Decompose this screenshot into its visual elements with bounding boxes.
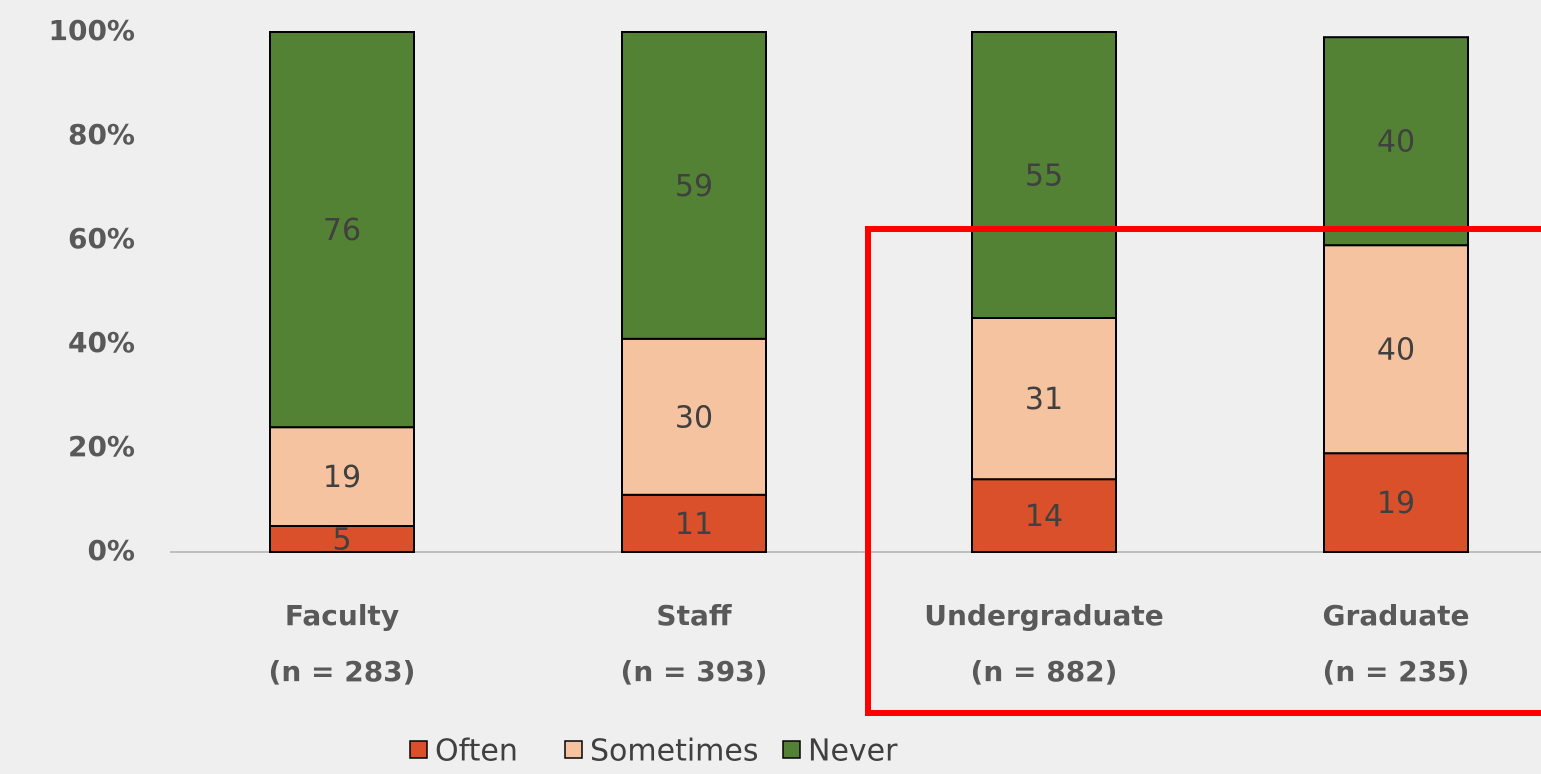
bar-segment	[1323, 36, 1469, 247]
data-label: 19	[1377, 486, 1415, 521]
y-tick-label: 100%	[48, 14, 135, 47]
data-label: 19	[323, 460, 361, 495]
data-label: 55	[1025, 159, 1063, 194]
x-tick-label: Undergraduate	[924, 599, 1164, 632]
highlight-box	[865, 226, 1541, 716]
x-tick-label: Faculty	[285, 599, 399, 632]
x-tick-label: Staff	[656, 599, 731, 632]
data-label: 31	[1025, 382, 1063, 417]
data-label: 59	[675, 169, 713, 204]
bar-segment	[971, 31, 1117, 319]
bar-segment	[621, 337, 767, 496]
x-tick-label: (n = 235)	[1323, 655, 1470, 688]
x-tick-label: (n = 283)	[269, 655, 416, 688]
data-label: 5	[332, 523, 351, 558]
bar-segment	[621, 493, 767, 553]
legend-swatch	[564, 740, 583, 759]
bar-segment	[621, 31, 767, 340]
legend-swatch	[409, 740, 428, 759]
bar-segment	[269, 426, 415, 528]
bar-segment	[971, 317, 1117, 481]
x-tick-label: (n = 882)	[971, 655, 1118, 688]
legend-swatch	[782, 740, 801, 759]
y-tick-label: 80%	[68, 118, 135, 151]
x-tick-label: Graduate	[1323, 599, 1470, 632]
bar-segment	[971, 478, 1117, 554]
legend-label: Often	[435, 734, 518, 769]
legend-label: Sometimes	[590, 734, 759, 769]
y-tick-label: 60%	[68, 222, 135, 255]
data-label: 40	[1377, 333, 1415, 368]
bar-segment	[269, 525, 415, 553]
legend-label: Never	[808, 734, 898, 769]
data-label: 40	[1377, 125, 1415, 160]
y-tick-label: 40%	[68, 326, 135, 359]
bar-segment	[1323, 244, 1469, 455]
bar-segment	[1323, 452, 1469, 554]
data-label: 14	[1025, 499, 1063, 534]
y-tick-label: 20%	[68, 430, 135, 463]
y-tick-label: 0%	[87, 534, 135, 567]
data-label: 76	[323, 213, 361, 248]
data-label: 11	[675, 507, 713, 542]
data-label: 30	[675, 400, 713, 435]
x-tick-label: (n = 393)	[621, 655, 768, 688]
bar-segment	[269, 31, 415, 429]
